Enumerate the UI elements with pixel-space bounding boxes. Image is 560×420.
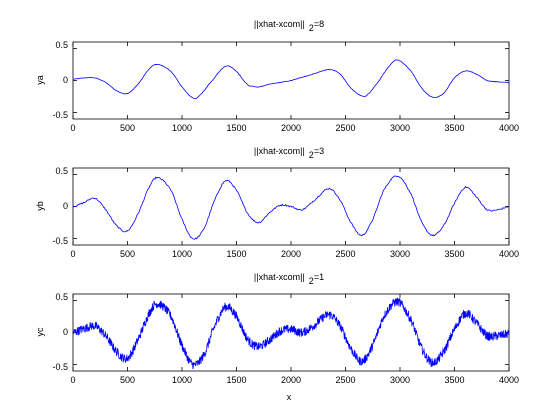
subplot-yc-ylabel: yc (35, 327, 45, 337)
subplot-yb-title-suffix: =3 (314, 146, 324, 156)
subplot-yc-title: ||xhat-xcom|| 2=1 (254, 272, 324, 286)
figure-xlabel: x (287, 392, 292, 402)
subplot-yc-xtick-label: 500 (120, 375, 135, 385)
subplot-yc-xticklabels: 0 500 1000 1500 2000 2500 3000 3500 4000 (70, 375, 519, 385)
subplot-yb-title: ||xhat-xcom|| 2=3 (254, 146, 324, 160)
subplot-yc-xtick-label: 0 (70, 375, 75, 385)
subplot-yc-yticklabels: -0.5 0 0.5 (52, 292, 68, 372)
subplot-ya-title: ||xhat-xcom|| 2=8 (254, 19, 324, 33)
subplot-yc-xtick-label: 3000 (390, 375, 410, 385)
subplot-ya-ytick-label: -0.5 (52, 110, 68, 120)
subplot-yc-ytick-label: 0 (63, 327, 68, 337)
subplot-yb: ||xhat-xcom|| 2=3 yb 0 500 1000 1500 2000… (35, 146, 519, 259)
subplot-ya-xtick-label: 1000 (172, 123, 192, 133)
subplot-yb-xtick-label: 2500 (335, 249, 355, 259)
subplot-ya-xtick-label: 2000 (281, 123, 301, 133)
subplot-yc-xtick-label: 1500 (226, 375, 246, 385)
subplot-yc: ||xhat-xcom|| 2=1 yc 0 500 1000 1500 2000… (35, 272, 519, 402)
subplot-ya-ytick-label: 0 (63, 75, 68, 85)
subplot-yb-title-sub: 2 (309, 150, 314, 160)
subplot-yb-ytick-label: -0.5 (52, 236, 68, 246)
subplot-yb-xtick-label: 0 (70, 249, 75, 259)
subplot-yc-title-sub: 2 (309, 276, 314, 286)
subplot-yb-xtick-label: 4000 (499, 249, 519, 259)
plot-area-yb (72, 167, 510, 246)
subplot-yc-ytick-label: -0.5 (52, 362, 68, 372)
subplot-ya-xtick-label: 0 (70, 123, 75, 133)
subplot-yb-ylabel: yb (35, 201, 45, 211)
subplot-yc-xtick-label: 1000 (172, 375, 192, 385)
plot-area-yc (72, 293, 510, 372)
subplot-ya-yticklabels: -0.5 0 0.5 (52, 40, 68, 120)
subplot-yb-xtick-label: 3500 (444, 249, 464, 259)
subplot-ya: ||xhat-xcom|| 2=8 ya 0 500 1000 1500 2000… (35, 19, 519, 133)
subplot-yc-title-main: ||xhat-xcom|| (254, 272, 305, 282)
subplot-ya-xtick-label: 1500 (226, 123, 246, 133)
subplot-yb-xtick-label: 1500 (226, 249, 246, 259)
subplot-ya-title-main: ||xhat-xcom|| (254, 19, 305, 29)
subplot-yc-xtick-label: 2500 (335, 375, 355, 385)
subplot-ya-xtick-label: 500 (120, 123, 135, 133)
subplot-yb-yticklabels: -0.5 0 0.5 (52, 166, 68, 246)
subplot-ya-xtick-label: 3000 (390, 123, 410, 133)
subplot-ya-xtick-label: 2500 (335, 123, 355, 133)
subplot-ya-xticklabels: 0 500 1000 1500 2000 2500 3000 3500 4000 (70, 123, 519, 133)
subplot-yb-xtick-label: 500 (120, 249, 135, 259)
series-line-yb (72, 175, 510, 240)
subplot-yb-xtick-label: 2000 (281, 249, 301, 259)
subplot-yb-ytick-label: 0.5 (55, 166, 68, 176)
plot-area-ya (72, 41, 510, 120)
subplot-ya-ylabel: ya (35, 75, 45, 85)
subplot-yb-xtick-label: 1000 (172, 249, 192, 259)
subplot-ya-xtick-label: 3500 (444, 123, 464, 133)
subplot-yb-xtick-label: 3000 (390, 249, 410, 259)
subplot-yb-title-main: ||xhat-xcom|| (254, 146, 305, 156)
subplot-yb-xticklabels: 0 500 1000 1500 2000 2500 3000 3500 4000 (70, 249, 519, 259)
subplot-yc-ytick-label: 0.5 (55, 292, 68, 302)
subplot-yc-xtick-label: 2000 (281, 375, 301, 385)
series-line-yc (72, 297, 510, 370)
subplot-yb-ytick-label: 0 (63, 201, 68, 211)
series-line-ya (72, 59, 510, 100)
subplot-yc-xtick-label: 4000 (499, 375, 519, 385)
subplot-yc-title-suffix: =1 (314, 272, 324, 282)
subplot-ya-xtick-label: 4000 (499, 123, 519, 133)
subplot-ya-ytick-label: 0.5 (55, 40, 68, 50)
subplot-ya-title-suffix: =8 (314, 19, 324, 29)
subplot-ya-title-sub: 2 (309, 23, 314, 33)
subplot-yc-xtick-label: 3500 (444, 375, 464, 385)
